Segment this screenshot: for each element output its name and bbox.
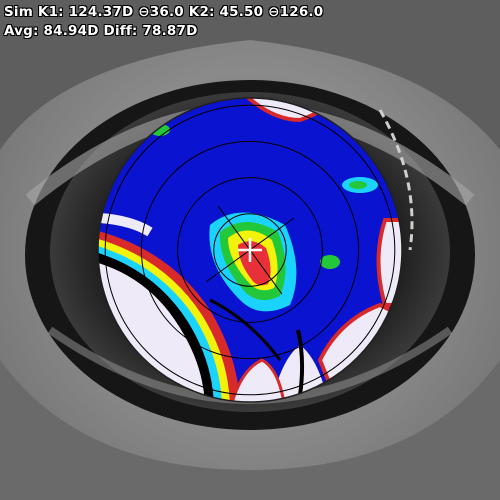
grid-ring — [104, 104, 396, 396]
sim-k-readout: Sim K1: 124.37D ⊖36.0 K2: 45.50 ⊖126.0 — [4, 4, 324, 20]
center-cross-icon — [238, 238, 262, 262]
grid-ring — [213, 213, 287, 287]
polar-grid — [104, 104, 396, 396]
cornea-boundary — [97, 97, 403, 403]
avg-diff-readout: Avg: 84.94D Diff: 78.87D — [4, 23, 198, 39]
grid-ring — [177, 177, 323, 323]
grid-ring — [140, 140, 360, 360]
